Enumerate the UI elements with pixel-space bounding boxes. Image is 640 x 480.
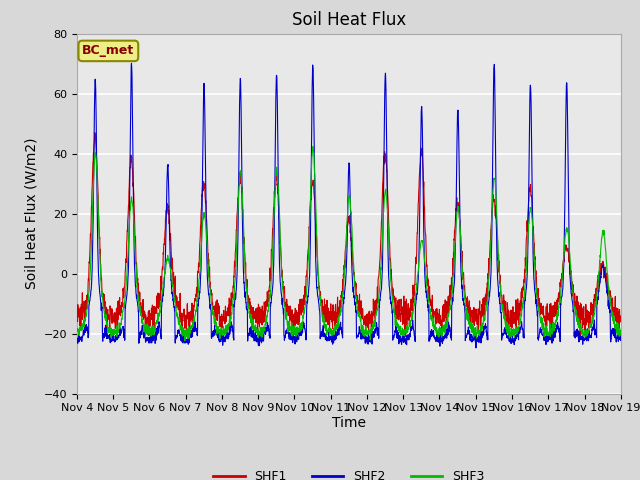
Y-axis label: Soil Heat Flux (W/m2): Soil Heat Flux (W/m2): [24, 138, 38, 289]
Title: Soil Heat Flux: Soil Heat Flux: [292, 11, 406, 29]
X-axis label: Time: Time: [332, 416, 366, 430]
Text: BC_met: BC_met: [82, 44, 134, 58]
Legend: SHF1, SHF2, SHF3: SHF1, SHF2, SHF3: [209, 465, 489, 480]
